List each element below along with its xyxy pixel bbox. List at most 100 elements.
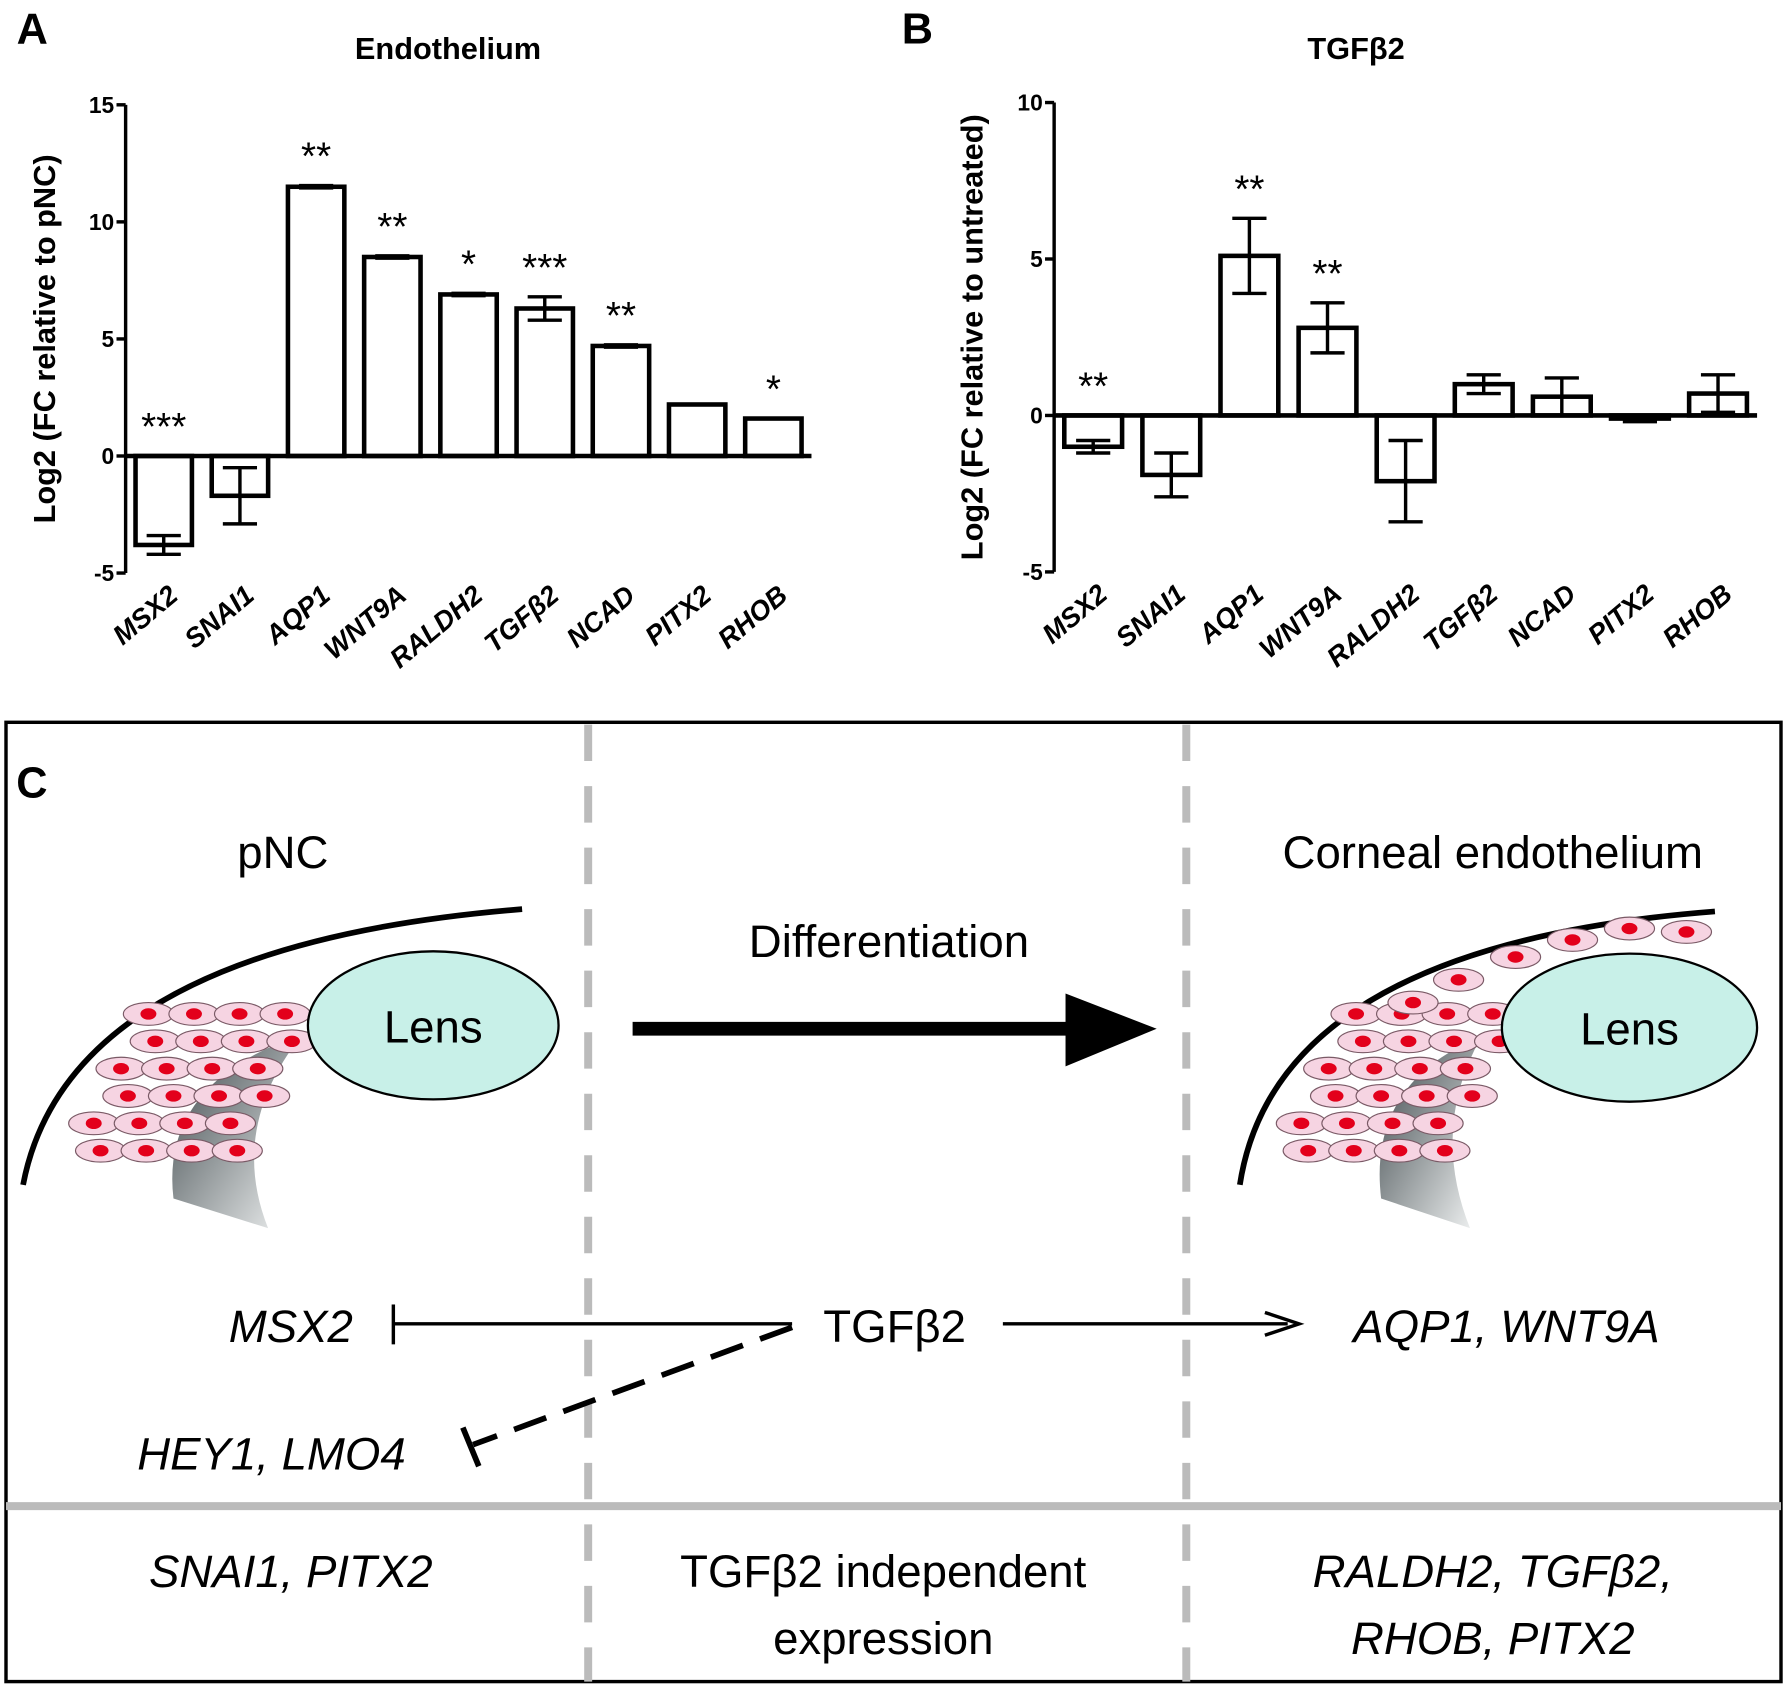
error-bar xyxy=(222,465,258,526)
cell xyxy=(213,1001,266,1026)
cell xyxy=(74,1138,127,1163)
cell xyxy=(1401,1084,1453,1108)
cell xyxy=(1321,1111,1373,1136)
cell xyxy=(1303,1056,1355,1081)
bar xyxy=(590,343,652,459)
regulator: TGFβ2 xyxy=(823,1301,966,1352)
error-bar xyxy=(451,291,486,298)
gene-list: RHOB, PITX2 xyxy=(1351,1613,1635,1664)
gene-list: RALDH2, TGFβ2, xyxy=(1313,1546,1673,1597)
y-axis-label: Log2 (FC relative to untreated) xyxy=(954,114,989,560)
cell xyxy=(1373,1138,1425,1163)
cell xyxy=(113,1111,165,1136)
error-bar xyxy=(1388,438,1423,524)
gene: HEY1, LMO4 xyxy=(137,1429,405,1480)
cell xyxy=(1446,1084,1498,1108)
cell xyxy=(1337,1029,1389,1054)
cell xyxy=(204,1111,257,1136)
cell xyxy=(175,1029,227,1054)
cell xyxy=(1355,1084,1407,1108)
y-tick-label: 10 xyxy=(1017,90,1042,116)
lens-label: Lens xyxy=(384,1001,483,1052)
cell xyxy=(166,1138,218,1163)
cell xyxy=(168,1001,220,1026)
panel-label: B xyxy=(902,5,933,53)
significance: ** xyxy=(1078,366,1108,409)
y-tick-label: -5 xyxy=(1022,559,1043,585)
cell xyxy=(186,1056,238,1081)
stage-title: Corneal endothelium xyxy=(1283,827,1703,878)
cell xyxy=(211,1138,263,1163)
cell xyxy=(1546,927,1599,952)
cornea xyxy=(1237,908,1716,1186)
cell xyxy=(1348,1056,1400,1081)
cell xyxy=(1330,1001,1382,1026)
error-bar xyxy=(603,343,639,349)
chart-title: TGFβ2 xyxy=(1307,31,1404,66)
cell xyxy=(122,1001,175,1026)
cell xyxy=(1419,1138,1471,1163)
cell xyxy=(1382,1029,1435,1054)
arrowhead xyxy=(1065,993,1157,1067)
bar xyxy=(666,402,728,459)
error-bar xyxy=(1466,373,1501,396)
cell xyxy=(1603,916,1656,941)
arrowhead xyxy=(1264,1310,1305,1337)
y-axis-label: Log2 (FC relative to pNC) xyxy=(27,154,62,523)
cell xyxy=(1428,1029,1480,1054)
cell xyxy=(1328,1138,1380,1163)
error-bar xyxy=(375,254,410,260)
cell xyxy=(95,1056,147,1081)
x-tick-label: MSX2 xyxy=(1036,578,1113,650)
cell xyxy=(102,1084,154,1108)
x-tick-label: NCAD xyxy=(560,579,640,653)
error-bar xyxy=(1310,301,1345,355)
cell xyxy=(129,1029,181,1054)
significance: * xyxy=(766,369,781,412)
cell xyxy=(141,1056,193,1081)
y-tick-label: 5 xyxy=(102,326,115,352)
cell xyxy=(1387,990,1439,1015)
gene: AQP1, WNT9A xyxy=(1350,1301,1659,1352)
x-tick-label: PITX2 xyxy=(1582,578,1660,651)
note: TGFβ2 independent xyxy=(680,1546,1086,1597)
inhibition xyxy=(472,1324,794,1448)
error-bar xyxy=(527,295,562,322)
lens xyxy=(1500,952,1759,1103)
cell xyxy=(1412,1111,1464,1136)
significance: *** xyxy=(141,406,186,449)
cornea xyxy=(20,906,523,1186)
panel-label: A xyxy=(17,5,48,53)
x-tick-label: SNAI1 xyxy=(1110,578,1192,653)
cell xyxy=(238,1084,291,1108)
bar xyxy=(133,453,195,548)
error-bar xyxy=(1076,438,1111,455)
bar xyxy=(361,254,423,459)
cell xyxy=(1366,1111,1419,1136)
error-bar xyxy=(1154,451,1189,499)
diagram: C pNC Corneal endothelium Lens Lens Diff… xyxy=(4,720,1783,1684)
bar xyxy=(438,292,500,459)
y-tick-label: 5 xyxy=(1030,246,1043,272)
cell xyxy=(147,1084,200,1108)
cell xyxy=(259,1001,311,1026)
cell xyxy=(1275,1111,1327,1136)
cell xyxy=(193,1084,245,1108)
bar xyxy=(285,184,347,459)
significance: ** xyxy=(301,136,331,179)
x-tick-label: RHOB xyxy=(712,579,794,654)
significance: * xyxy=(461,243,476,286)
error-bar xyxy=(1232,216,1267,296)
y-tick-label: 0 xyxy=(1030,402,1043,428)
error-bar xyxy=(146,533,181,557)
bar xyxy=(742,416,804,459)
x-tick-label: NCAD xyxy=(1501,578,1581,652)
x-tick-label: PITX2 xyxy=(639,579,717,652)
cell xyxy=(1309,1084,1362,1108)
note: expression xyxy=(773,1613,993,1664)
y-tick-label: 15 xyxy=(89,92,115,118)
cell xyxy=(1439,1056,1492,1081)
x-tick-label: MSX2 xyxy=(107,579,184,651)
inhibition-bar xyxy=(460,1426,482,1468)
